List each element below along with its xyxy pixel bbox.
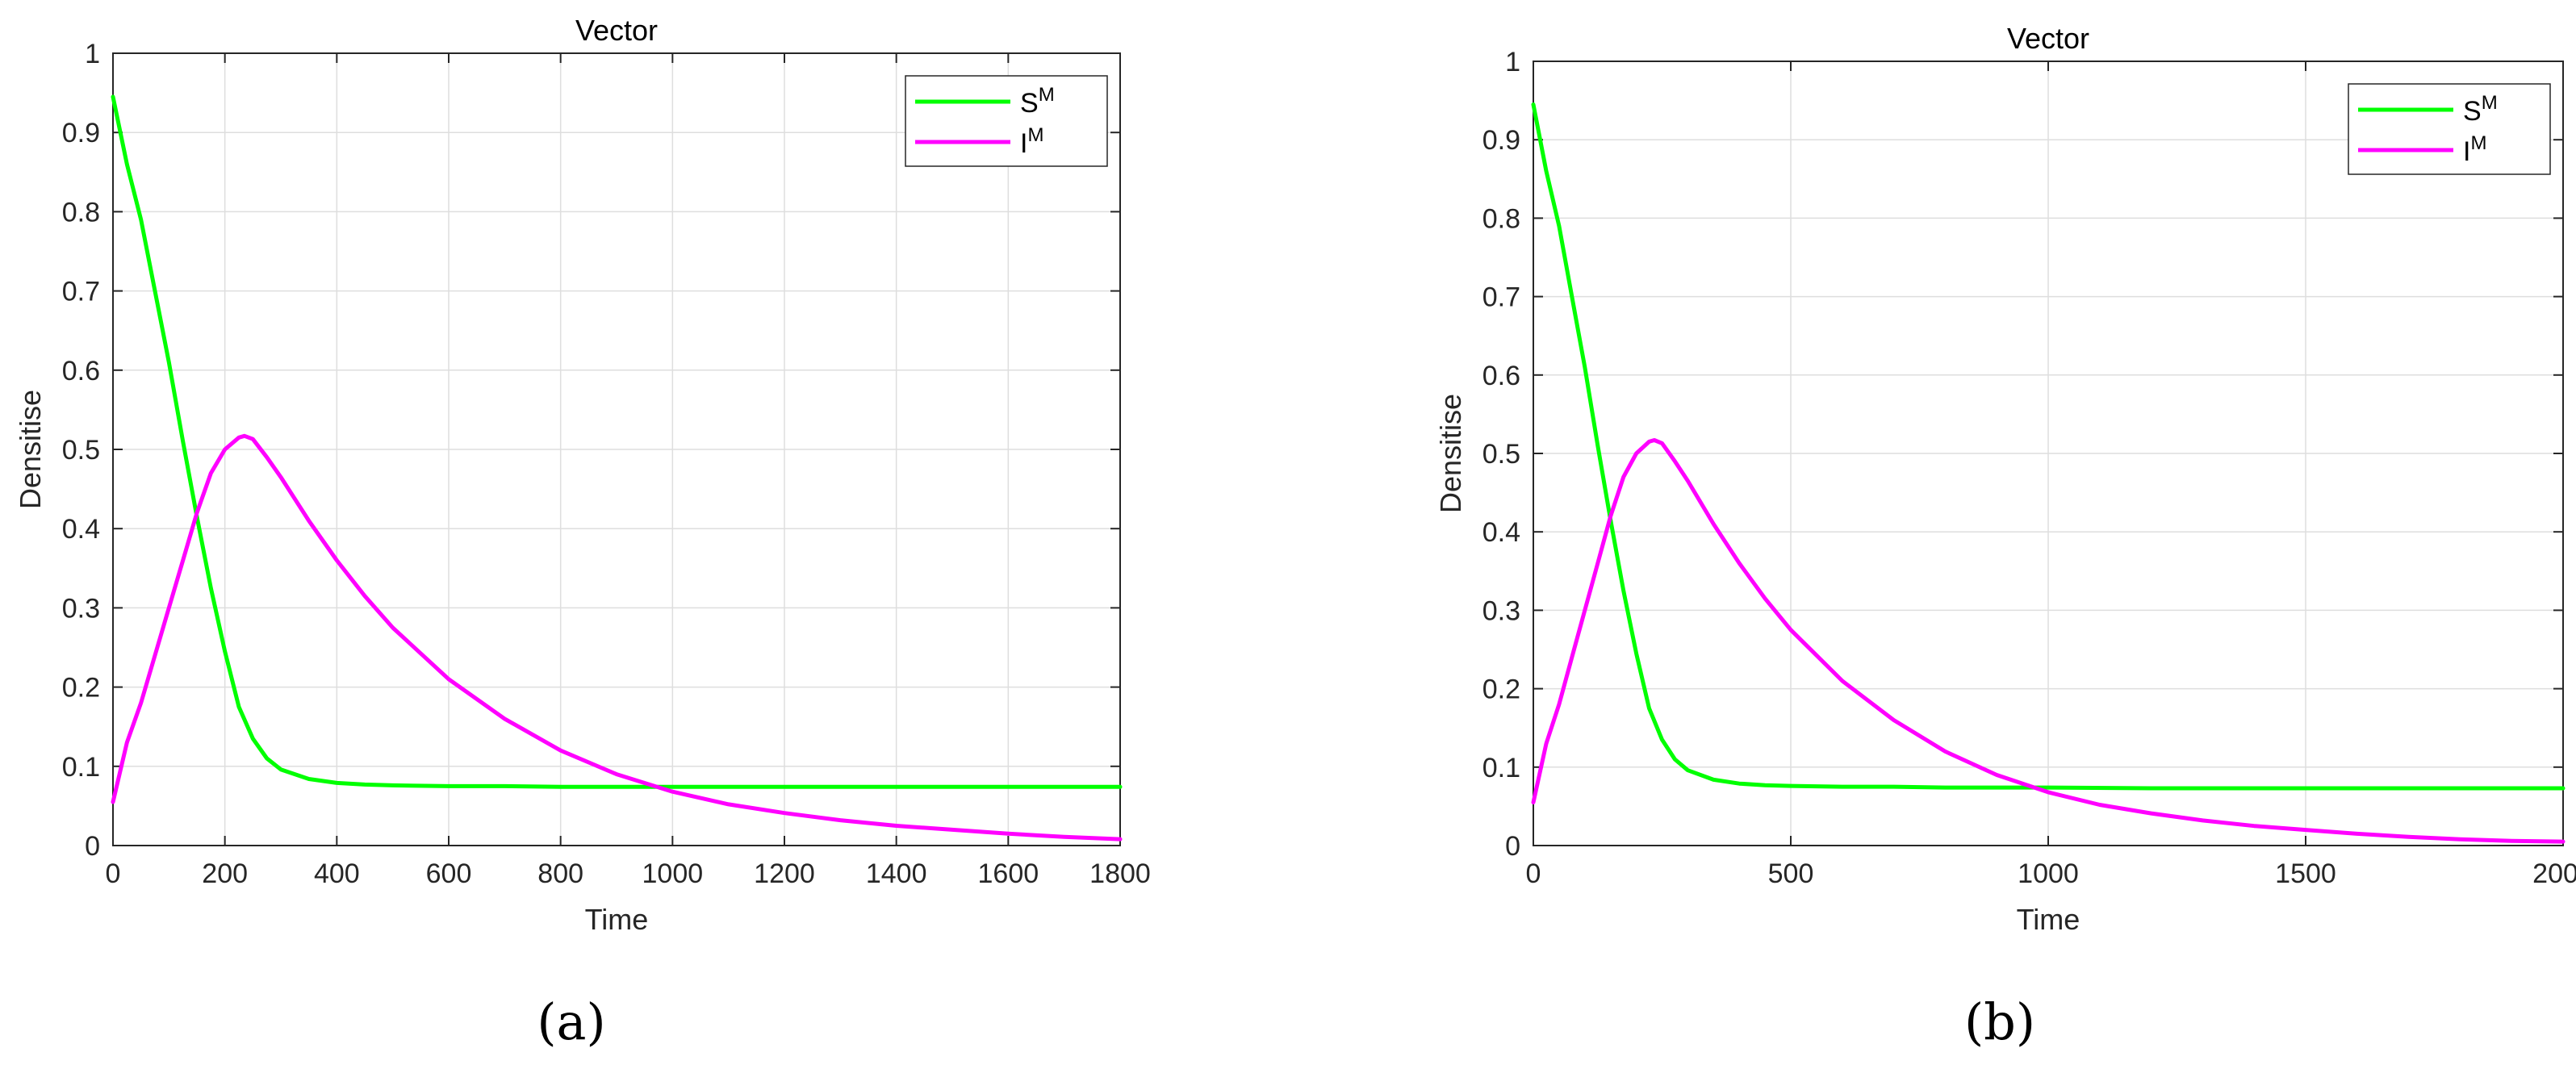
y-tick-label: 0.8 <box>62 197 100 228</box>
y-tick-label: 0.4 <box>1482 517 1520 548</box>
legend-entry-name: I <box>1020 128 1027 159</box>
y-tick-label: 0.6 <box>62 356 100 386</box>
legend-entry-superscript: M <box>1027 124 1043 146</box>
x-tick-label: 200 <box>202 858 248 889</box>
y-tick-label: 0.9 <box>62 118 100 148</box>
x-tick-label: 800 <box>537 858 583 889</box>
y-tick-label: 1 <box>1505 47 1520 77</box>
y-tick-label: 0.6 <box>1482 361 1520 391</box>
y-axis-label: Densitise <box>1434 394 1467 513</box>
x-tick-label: 0 <box>1526 858 1541 889</box>
y-axis-label: Densitise <box>14 390 47 509</box>
chart-panel-a: 0 200 400 600 800 1000 1200 1400 1600 1800 0 0.1 0.2… <box>14 14 1151 1051</box>
legend-entry-name: I <box>2463 136 2470 167</box>
legend-entry-superscript: M <box>1039 84 1055 106</box>
chart-title: Vector <box>2007 22 2089 55</box>
x-tick-label: 1400 <box>866 858 927 889</box>
panel-caption: (a) <box>537 992 605 1051</box>
x-axis-label: Time <box>2017 903 2080 936</box>
x-tick-label: 1800 <box>1089 858 1151 889</box>
x-tick-label: 1600 <box>978 858 1039 889</box>
y-tick-label: 0.7 <box>62 277 100 307</box>
x-tick-label: 1500 <box>2275 858 2336 889</box>
legend-entry-superscript: M <box>2482 92 2498 114</box>
y-tick-label: 0.3 <box>1482 595 1520 626</box>
legend-entry-name: S <box>1020 88 1039 119</box>
y-tick-label: 1 <box>85 39 100 69</box>
legend-entry-name: S <box>2463 96 2482 127</box>
x-tick-label: 600 <box>426 858 472 889</box>
y-tick-label: 0.1 <box>62 752 100 783</box>
x-axis-label: Time <box>585 903 649 936</box>
series-line-sm <box>111 94 1123 789</box>
legend-entry: IM <box>2463 132 2486 167</box>
panel-caption: (b) <box>1964 992 2035 1051</box>
y-tick-label: 0 <box>85 831 100 862</box>
x-tick-label: 1200 <box>754 858 815 889</box>
y-tick-label: 0 <box>1505 831 1520 862</box>
legend-entry: IM <box>1020 124 1043 159</box>
y-tick-label: 0.2 <box>62 673 100 704</box>
y-tick-label: 0.7 <box>1482 282 1520 313</box>
legend-entry: SM <box>2463 92 2498 127</box>
series-line-im <box>111 433 1123 842</box>
x-tick-label: 1000 <box>2018 858 2079 889</box>
y-tick-label: 0.9 <box>1482 125 1520 156</box>
y-tick-label: 0.3 <box>62 593 100 624</box>
legend-entry: SM <box>1020 84 1055 119</box>
y-tick-label: 0.2 <box>1482 674 1520 705</box>
x-tick-label: 1000 <box>642 858 704 889</box>
y-tick-label: 0.5 <box>62 435 100 466</box>
legend-entry-superscript: M <box>2470 132 2486 154</box>
series-line-im <box>1531 438 2566 844</box>
x-tick-label: 0 <box>106 858 121 889</box>
legend-box <box>905 75 1108 167</box>
y-tick-label: 0.8 <box>1482 203 1520 234</box>
chart-title: Vector <box>575 14 658 47</box>
x-tick-label: 500 <box>1768 858 1814 889</box>
y-tick-label: 0.5 <box>1482 439 1520 470</box>
legend-box <box>2348 83 2551 175</box>
y-tick-label: 0.1 <box>1482 753 1520 783</box>
y-tick-label: 0.4 <box>62 514 100 545</box>
x-tick-label: 400 <box>314 858 360 889</box>
series-line-sm <box>1531 102 2566 791</box>
